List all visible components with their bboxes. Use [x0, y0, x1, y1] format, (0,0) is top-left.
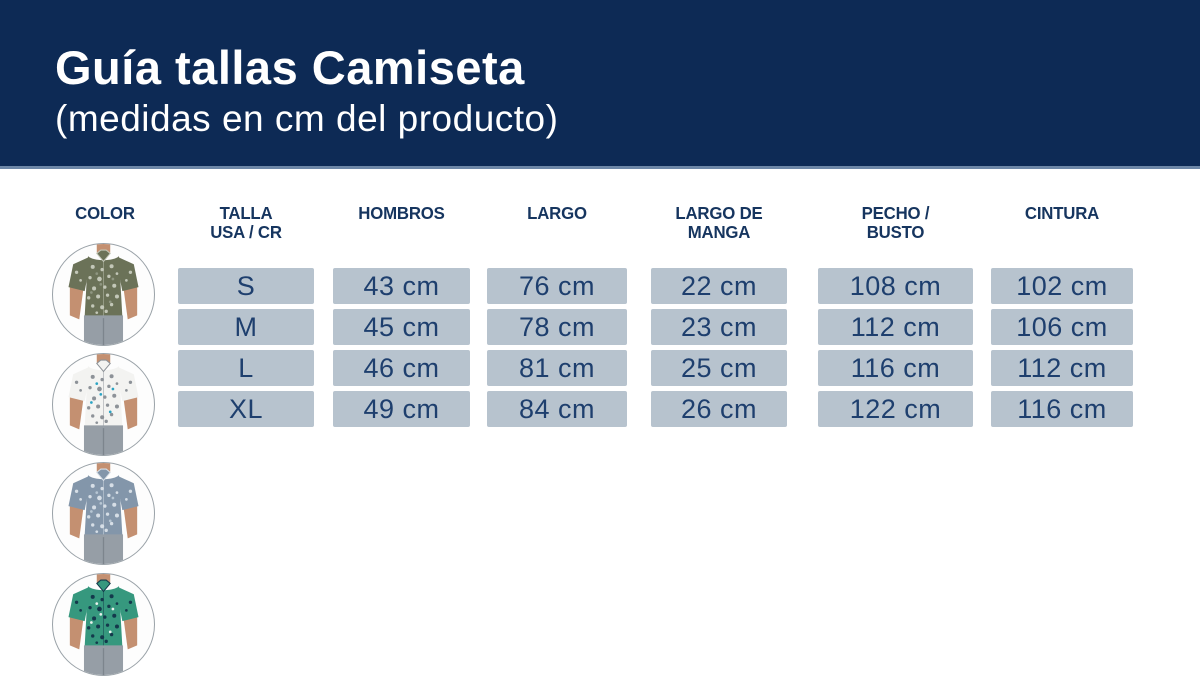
cell-pecho-xl: 122 cm [818, 391, 973, 427]
cell-largo-s: 76 cm [487, 268, 627, 304]
page-title: Guía tallas Camiseta [55, 41, 525, 94]
column-header-manga-line1: LARGO DE [675, 203, 763, 223]
cell-largo-xl: 84 cm [487, 391, 627, 427]
column-header-pecho-line1: PECHO / [861, 203, 930, 223]
cell-talla-xl: XL [178, 391, 314, 427]
cell-talla-l: L [178, 350, 314, 386]
shirt-photo-white-print [52, 353, 155, 456]
cell-pecho-l: 116 cm [818, 350, 973, 386]
column-header-manga: LARGO DE MANGA [654, 204, 785, 268]
cell-cintura-m: 106 cm [991, 309, 1133, 345]
cell-manga-l: 25 cm [651, 350, 787, 386]
column-color: COLOR [45, 204, 165, 268]
cell-hombros-xl: 49 cm [333, 391, 470, 427]
column-header-largo-line1: LARGO [527, 203, 587, 223]
column-header-talla: TALLA USA / CR [181, 204, 312, 268]
column-pecho: PECHO / BUSTO 108 cm 112 cm 116 cm 122 c… [818, 204, 973, 432]
shirt-illustration-olive-icon [67, 244, 140, 345]
column-largo: LARGO 76 cm 78 cm 81 cm 84 cm [487, 204, 627, 432]
column-header-talla-line2: USA / CR [210, 222, 282, 242]
cell-manga-m: 23 cm [651, 309, 787, 345]
banner: Guía tallas Camiseta (medidas en cm del … [0, 0, 1200, 169]
cell-pecho-s: 108 cm [818, 268, 973, 304]
cell-manga-xl: 26 cm [651, 391, 787, 427]
column-header-cintura-line1: CINTURA [1024, 203, 1100, 223]
cell-cintura-xl: 116 cm [991, 391, 1133, 427]
shirt-photo-slate-blue [52, 462, 155, 565]
shirt-illustration-teal-icon [67, 574, 140, 675]
column-header-hombros: HOMBROS [336, 204, 468, 268]
shirt-illustration-slate-icon [67, 463, 140, 564]
column-header-pecho: PECHO / BUSTO [821, 204, 970, 268]
page-subtitle: (medidas en cm del producto) [55, 98, 559, 139]
shirt-photo-olive-camo [52, 243, 155, 346]
cell-talla-m: M [178, 309, 314, 345]
column-cintura: CINTURA 102 cm 106 cm 112 cm 116 cm [991, 204, 1133, 432]
cell-hombros-l: 46 cm [333, 350, 470, 386]
cell-hombros-s: 43 cm [333, 268, 470, 304]
column-manga: LARGO DE MANGA 22 cm 23 cm 25 cm 26 cm [651, 204, 787, 432]
column-hombros: HOMBROS 43 cm 45 cm 46 cm 49 cm [333, 204, 470, 432]
column-header-cintura: CINTURA [994, 204, 1130, 268]
column-header-color-label: COLOR [75, 203, 135, 223]
cell-cintura-s: 102 cm [991, 268, 1133, 304]
cell-hombros-m: 45 cm [333, 309, 470, 345]
column-header-pecho-line2: BUSTO [866, 222, 925, 242]
column-header-color: COLOR [47, 204, 162, 268]
cell-largo-l: 81 cm [487, 350, 627, 386]
column-header-hombros-line1: HOMBROS [358, 203, 445, 223]
cell-manga-s: 22 cm [651, 268, 787, 304]
cell-pecho-m: 112 cm [818, 309, 973, 345]
column-header-manga-line2: MANGA [687, 222, 751, 242]
shirt-photo-teal [52, 573, 155, 676]
cell-largo-m: 78 cm [487, 309, 627, 345]
column-talla: TALLA USA / CR S M L XL [178, 204, 314, 432]
shirt-illustration-white-icon [67, 354, 140, 455]
column-header-talla-line1: TALLA [219, 203, 273, 223]
cell-cintura-l: 112 cm [991, 350, 1133, 386]
cell-talla-s: S [178, 268, 314, 304]
column-header-largo: LARGO [490, 204, 624, 268]
